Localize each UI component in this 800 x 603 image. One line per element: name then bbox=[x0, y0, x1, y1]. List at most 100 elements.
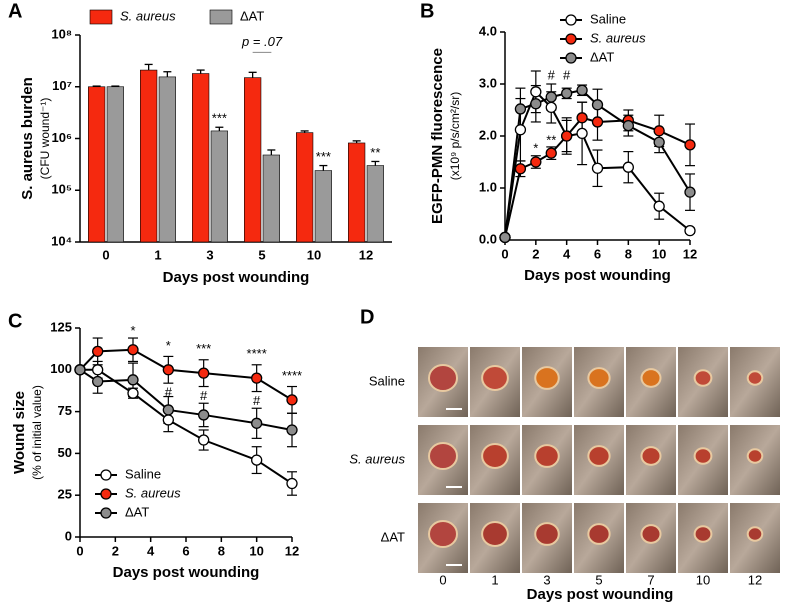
column-label: 0 bbox=[439, 572, 446, 587]
legend-marker bbox=[565, 33, 577, 45]
legend-label: S. aureus bbox=[120, 8, 176, 23]
marker bbox=[684, 186, 696, 198]
annotation: *** bbox=[196, 341, 211, 356]
annotation: * bbox=[533, 140, 538, 155]
marker bbox=[286, 424, 298, 436]
marker bbox=[92, 375, 104, 388]
marker bbox=[561, 130, 573, 142]
legend-label: S. aureus bbox=[590, 30, 646, 45]
y-tick-label: 4.0 bbox=[479, 23, 497, 38]
marker bbox=[591, 99, 604, 111]
marker bbox=[530, 156, 542, 168]
marker bbox=[530, 98, 542, 110]
marker bbox=[127, 344, 139, 356]
annotation: # bbox=[165, 385, 173, 400]
marker bbox=[653, 200, 665, 212]
panel-label: A bbox=[8, 0, 22, 22]
panel-label: D bbox=[360, 306, 374, 328]
y-tick-label: 10⁸ bbox=[51, 26, 72, 41]
legend-swatch bbox=[209, 9, 233, 25]
x-axis-label: Days post wounding bbox=[163, 269, 310, 286]
y-tick-label: 75 bbox=[58, 403, 72, 418]
x-tick-label: 2 bbox=[532, 246, 539, 261]
x-tick-label: 4 bbox=[563, 246, 571, 261]
y-tick-label: 50 bbox=[58, 445, 72, 460]
wound bbox=[587, 523, 611, 545]
marker bbox=[576, 127, 588, 140]
x-tick-label: 1 bbox=[154, 247, 161, 262]
wound bbox=[534, 522, 560, 546]
bar bbox=[106, 86, 124, 243]
marker bbox=[591, 162, 604, 174]
y-tick-label: 10⁷ bbox=[52, 78, 72, 93]
marker bbox=[591, 116, 604, 128]
column-label: 1 bbox=[491, 572, 498, 587]
legend-marker bbox=[100, 488, 112, 500]
marker bbox=[576, 112, 588, 124]
y-tick-label: 1.0 bbox=[479, 179, 497, 194]
x-tick-label: 0 bbox=[76, 543, 83, 558]
x-tick-label: 12 bbox=[285, 543, 299, 558]
x-tick-label: 12 bbox=[359, 247, 373, 262]
bar bbox=[244, 77, 262, 243]
marker bbox=[286, 477, 298, 490]
annotation: * bbox=[166, 338, 171, 353]
wound bbox=[587, 367, 611, 389]
legend-label: Saline bbox=[125, 466, 161, 481]
marker bbox=[251, 454, 263, 466]
wound bbox=[587, 445, 611, 467]
wound bbox=[746, 370, 764, 386]
legend-marker bbox=[100, 507, 112, 519]
y-tick-label: 0.0 bbox=[479, 231, 497, 246]
marker bbox=[198, 434, 210, 446]
x-axis-label: Days post wounding bbox=[524, 267, 671, 284]
wound bbox=[693, 369, 713, 387]
wound bbox=[481, 443, 509, 469]
y-tick-label: 0 bbox=[65, 528, 72, 543]
x-tick-label: 10 bbox=[652, 246, 666, 261]
marker bbox=[198, 367, 210, 379]
significance: ** bbox=[370, 145, 380, 160]
y-tick-label: 10⁵ bbox=[51, 182, 72, 197]
marker bbox=[92, 364, 104, 376]
wound bbox=[746, 526, 764, 542]
x-tick-label: 3 bbox=[206, 247, 213, 262]
marker bbox=[653, 136, 665, 148]
marker bbox=[127, 387, 139, 399]
bar bbox=[210, 130, 228, 243]
marker bbox=[545, 101, 557, 114]
wound bbox=[534, 366, 560, 390]
wound bbox=[640, 368, 662, 388]
x-tick-label: 6 bbox=[182, 543, 189, 558]
annotation: # bbox=[563, 68, 571, 83]
y-axis-sublabel: (% of initial value) bbox=[30, 385, 44, 480]
column-label: 12 bbox=[748, 572, 762, 587]
x-tick-label: 6 bbox=[594, 246, 601, 261]
bar bbox=[348, 142, 366, 243]
significance: *** bbox=[316, 149, 331, 164]
x-tick-label: 5 bbox=[258, 247, 265, 262]
y-axis-label: Wound size bbox=[11, 391, 28, 474]
bar bbox=[158, 76, 176, 243]
x-tick-label: 8 bbox=[218, 543, 225, 558]
legend-marker bbox=[565, 52, 577, 64]
marker bbox=[622, 119, 634, 132]
significance: p = .07 bbox=[241, 34, 283, 49]
bar bbox=[296, 132, 314, 243]
marker bbox=[162, 364, 174, 376]
annotation: # bbox=[253, 393, 261, 408]
x-tick-label: 0 bbox=[501, 246, 508, 261]
annotation: # bbox=[200, 388, 208, 403]
marker bbox=[622, 161, 634, 173]
wound bbox=[428, 364, 458, 392]
annotation: **** bbox=[282, 368, 302, 383]
x-axis-label: Days post wounding bbox=[113, 564, 260, 581]
x-tick-label: 10 bbox=[307, 247, 321, 262]
y-tick-label: 2.0 bbox=[479, 127, 497, 142]
marker bbox=[127, 374, 139, 386]
marker bbox=[251, 372, 263, 384]
wound bbox=[693, 525, 713, 543]
x-tick-label: 4 bbox=[147, 543, 155, 558]
column-label: 5 bbox=[595, 572, 602, 587]
